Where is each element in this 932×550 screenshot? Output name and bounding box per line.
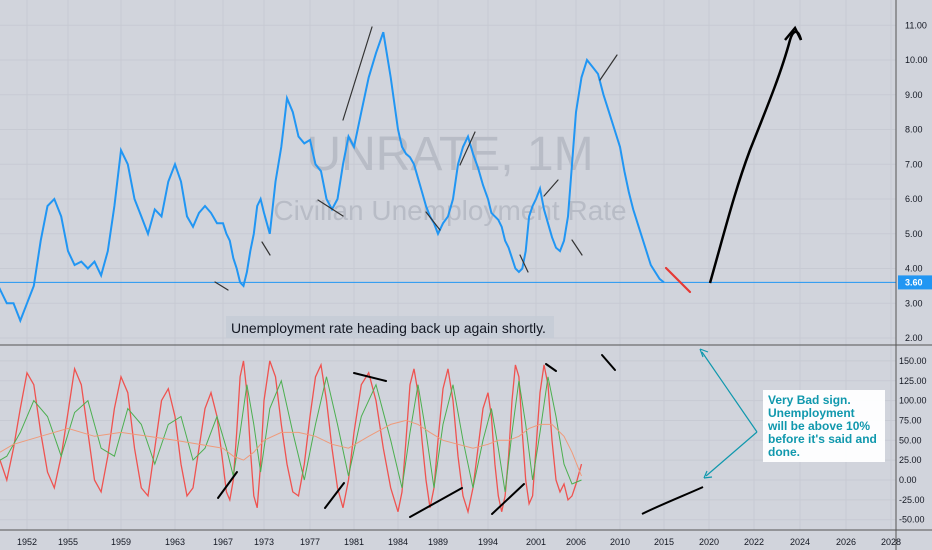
callout-arrowhead-icon	[699, 348, 709, 358]
grid-layer	[0, 0, 896, 530]
callout-line: will be above 10%	[767, 419, 870, 433]
y-tick-label-osc: -25.00	[899, 495, 925, 505]
x-tick-label: 2010	[610, 537, 630, 547]
oscillator-series-line-3	[0, 419, 582, 477]
trend-line	[353, 372, 387, 382]
trend-line	[601, 354, 616, 371]
trend-line	[409, 487, 463, 518]
note-main-box	[226, 316, 554, 338]
trend-line	[641, 486, 704, 515]
trend-line	[519, 254, 529, 273]
callout-line: Very Bad sign.	[768, 393, 851, 407]
trend-line	[214, 281, 229, 291]
x-tick-label: 1981	[344, 537, 364, 547]
y-axis-osc: 150.00 125.00 100.00 75.00 50.00 25.00 0.00 -25…	[899, 356, 927, 525]
trend-line	[317, 199, 344, 217]
y-tick-label-main: 8.00	[905, 125, 923, 135]
trend-line	[217, 471, 238, 499]
unrate-series-line	[0, 31, 665, 324]
y-tick-label-main: 7.00	[905, 159, 923, 169]
y-tick-label-osc: 75.00	[899, 415, 922, 425]
x-tick-label: 1955	[58, 537, 78, 547]
y-tick-label-osc: 125.00	[899, 376, 927, 386]
x-tick-label: 1977	[300, 537, 320, 547]
forecast-arrow-line	[708, 30, 803, 284]
x-tick-label: 1994	[478, 537, 498, 547]
y-tick-label-osc: -50.00	[899, 515, 925, 525]
y-tick-label-main: 3.00	[905, 298, 923, 308]
x-tick-label: 1967	[213, 537, 233, 547]
trend-line	[261, 241, 271, 256]
y-tick-label-main: 5.00	[905, 229, 923, 239]
x-tick-label: 1973	[254, 537, 274, 547]
x-tick-label: 1963	[165, 537, 185, 547]
series-layer	[0, 31, 896, 515]
y-tick-label-main: 2.00	[905, 333, 923, 343]
y-tick-label-main: 6.00	[905, 194, 923, 204]
x-tick-label: 1984	[388, 537, 408, 547]
forecast-arrowhead-icon	[784, 25, 803, 41]
trend-line	[425, 211, 441, 231]
oscillator-series-line-2	[0, 376, 582, 492]
trend-line	[491, 483, 525, 515]
callout-line: Unemployment	[768, 406, 855, 420]
trend-line	[543, 179, 559, 197]
note-callout-box	[763, 390, 885, 462]
x-tick-label: 2028	[881, 537, 901, 547]
y-tick-label-main: 4.00	[905, 264, 923, 274]
trend-line	[459, 131, 476, 166]
price-label-box	[898, 275, 932, 290]
x-tick-label: 2020	[699, 537, 719, 547]
y-tick-label-main: 9.00	[905, 90, 923, 100]
y-tick-label-main: 10.00	[905, 55, 928, 65]
x-tick-label: 1989	[428, 537, 448, 547]
x-tick-label: 2024	[790, 537, 810, 547]
callout-line: done.	[768, 445, 800, 459]
trend-line	[571, 239, 583, 256]
x-tick-label: 2006	[566, 537, 586, 547]
trend-line	[664, 266, 692, 294]
note-main: Unemployment rate heading back up again …	[226, 316, 554, 338]
x-tick-label: 1952	[17, 537, 37, 547]
y-tick-label-osc: 25.00	[899, 455, 922, 465]
y-tick-label-osc: 0.00	[899, 475, 917, 485]
y-tick-label-osc: 150.00	[899, 356, 927, 366]
note-main-text: Unemployment rate heading back up again …	[231, 320, 546, 336]
trend-line	[342, 26, 373, 121]
callout-arrowhead-icon	[703, 470, 713, 479]
trend-line	[545, 363, 557, 372]
x-tick-label: 1959	[111, 537, 131, 547]
x-tick-label: 2022	[744, 537, 764, 547]
x-tick-label: 2026	[836, 537, 856, 547]
x-tick-label: 2015	[654, 537, 674, 547]
callout-line: before it's said and	[768, 432, 877, 446]
note-callout-text: Very Bad sign. Unemployment will be above …	[767, 393, 877, 459]
price-label-group: 3.60	[898, 275, 932, 290]
note-callout: Very Bad sign. Unemployment will be above …	[763, 390, 885, 462]
y-tick-label-osc: 100.00	[899, 396, 927, 406]
callout-pointer-line	[705, 431, 758, 477]
trend-lines	[214, 25, 803, 518]
callout-pointer-line	[701, 351, 758, 433]
x-tick-label: 2001	[526, 537, 546, 547]
y-tick-label-main: 11.00	[905, 20, 927, 30]
trend-line	[599, 54, 618, 81]
watermark-symbol: UNRATE, 1M	[306, 128, 593, 181]
y-tick-label-osc: 50.00	[899, 435, 922, 445]
x-axis: 1952 1955 1959 1963 1967 1973 1977 1981 1984 1989…	[17, 537, 901, 547]
trend-line	[324, 482, 345, 509]
price-label-text: 3.60	[905, 277, 923, 287]
y-axis-main: 11.00 10.00 9.00 8.00 7.00 6.00 5.00 4.00 3.00 2.…	[905, 20, 928, 343]
